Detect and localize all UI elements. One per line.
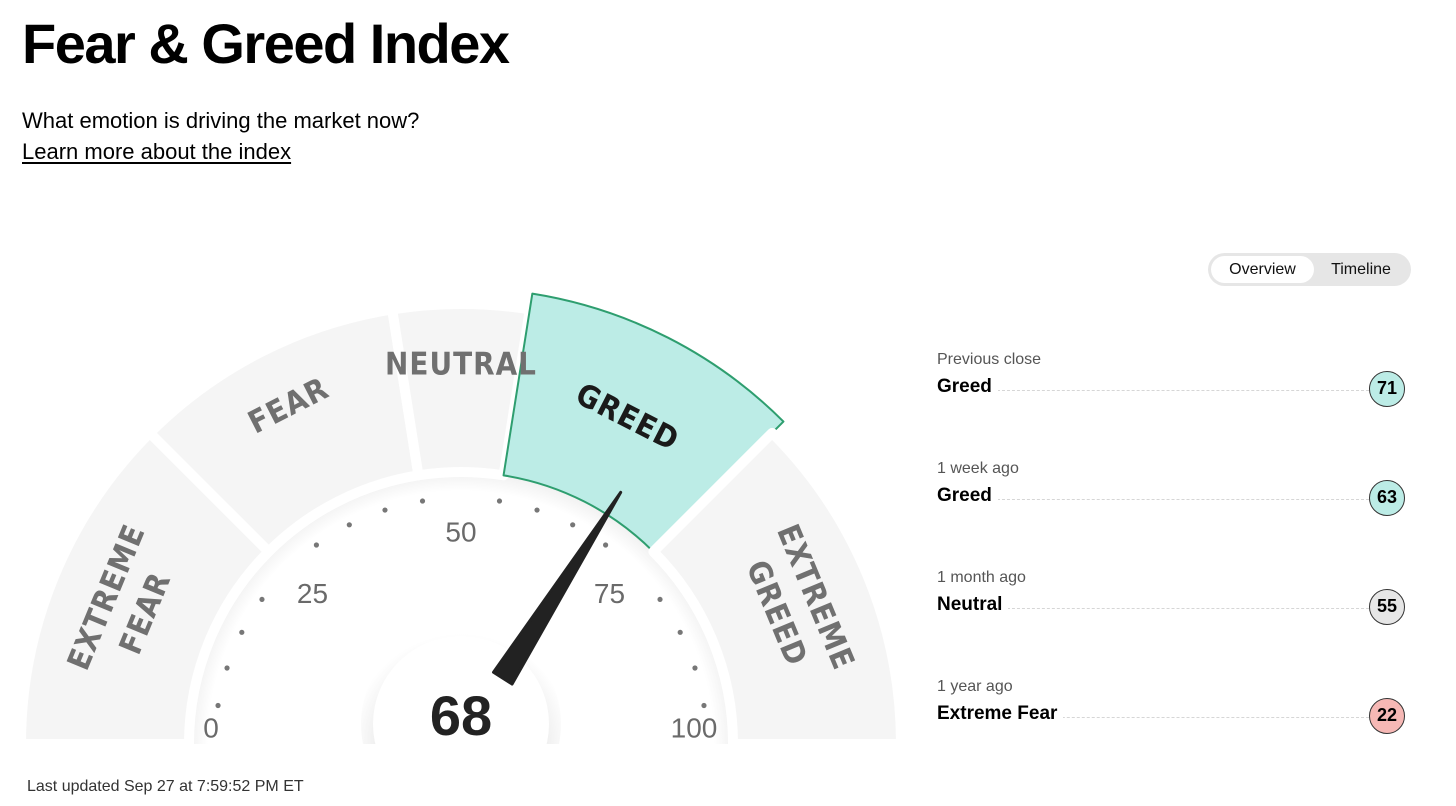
gauge-tick-labels: 0 25 50 75 100	[203, 516, 717, 743]
dashed-divider	[997, 499, 1369, 500]
timeline-tab[interactable]: Timeline	[1331, 261, 1391, 278]
gauge-baseline-mask	[0, 744, 920, 806]
gauge-dot	[570, 522, 576, 528]
history-label: Neutral	[937, 593, 1009, 617]
view-toggle: Overview Timeline	[1208, 253, 1411, 286]
gauge-dot	[419, 498, 426, 504]
gauge-dot	[602, 542, 609, 548]
gauge-dot	[224, 665, 230, 671]
history-score-badge: 22	[1369, 698, 1405, 734]
gauge-tick-label: 25	[297, 578, 328, 609]
gauge-dot	[692, 665, 698, 671]
gauge-dot	[313, 542, 320, 548]
history-score-badge: 55	[1369, 589, 1405, 625]
page-title: Fear & Greed Index	[22, 12, 510, 75]
history-score-badge: 71	[1369, 371, 1405, 407]
gauge-dot	[215, 702, 221, 709]
history-when: 1 year ago	[937, 678, 1013, 695]
zone-label-neutral: NEUTRAL	[385, 347, 537, 383]
gauge-dot	[346, 522, 352, 528]
history-row-1-month-ago[interactable]: 1 month ago Neutral 55	[937, 568, 1407, 648]
gauge-zones	[16, 292, 906, 749]
gauge-value: 68	[430, 684, 492, 747]
history-label: Greed	[937, 375, 998, 399]
gauge-dot	[382, 507, 388, 513]
history-when: 1 week ago	[937, 460, 1019, 477]
gauge-tick-label: 100	[671, 712, 718, 743]
gauge-tick-label: 50	[445, 516, 476, 547]
gauge-needle	[492, 490, 623, 686]
last-updated-text: Last updated Sep 27 at 7:59:52 PM ET	[27, 778, 304, 795]
overview-tab[interactable]: Overview	[1211, 256, 1314, 283]
gauge-dot	[657, 596, 663, 603]
dashed-divider	[997, 390, 1369, 391]
history-when: Previous close	[937, 351, 1042, 368]
zone-segment-extreme-greed	[648, 427, 906, 749]
history-score-badge: 63	[1369, 480, 1405, 516]
dashed-divider	[997, 608, 1369, 609]
history-label: Extreme Fear	[937, 702, 1064, 726]
page-subtitle: What emotion is driving the market now?	[22, 108, 420, 133]
gauge-dot	[259, 596, 265, 603]
gauge-dot	[534, 507, 540, 513]
learn-more-link[interactable]: Learn more about the index	[22, 139, 292, 164]
gauge-dot	[677, 629, 683, 635]
history-label: Greed	[937, 484, 998, 508]
gauge-tick-label: 75	[594, 578, 625, 609]
gauge-dots	[215, 498, 707, 709]
dashed-divider	[997, 717, 1369, 718]
fear-greed-gauge: EXTREMEFEARFEARNEUTRALGREEDEXTREMEGREED0…	[0, 292, 920, 806]
history-row-1-year-ago[interactable]: 1 year ago Extreme Fear 22	[937, 677, 1407, 757]
history-when: 1 month ago	[937, 569, 1026, 586]
gauge-inner-area	[189, 472, 733, 744]
history-row-previous-close[interactable]: Previous close Greed 71	[937, 350, 1407, 430]
gauge-tick-label: 0	[203, 712, 219, 743]
gauge-dot	[496, 498, 503, 504]
history-row-1-week-ago[interactable]: 1 week ago Greed 63	[937, 459, 1407, 539]
gauge-dot	[239, 629, 245, 635]
gauge-dot	[701, 702, 707, 709]
